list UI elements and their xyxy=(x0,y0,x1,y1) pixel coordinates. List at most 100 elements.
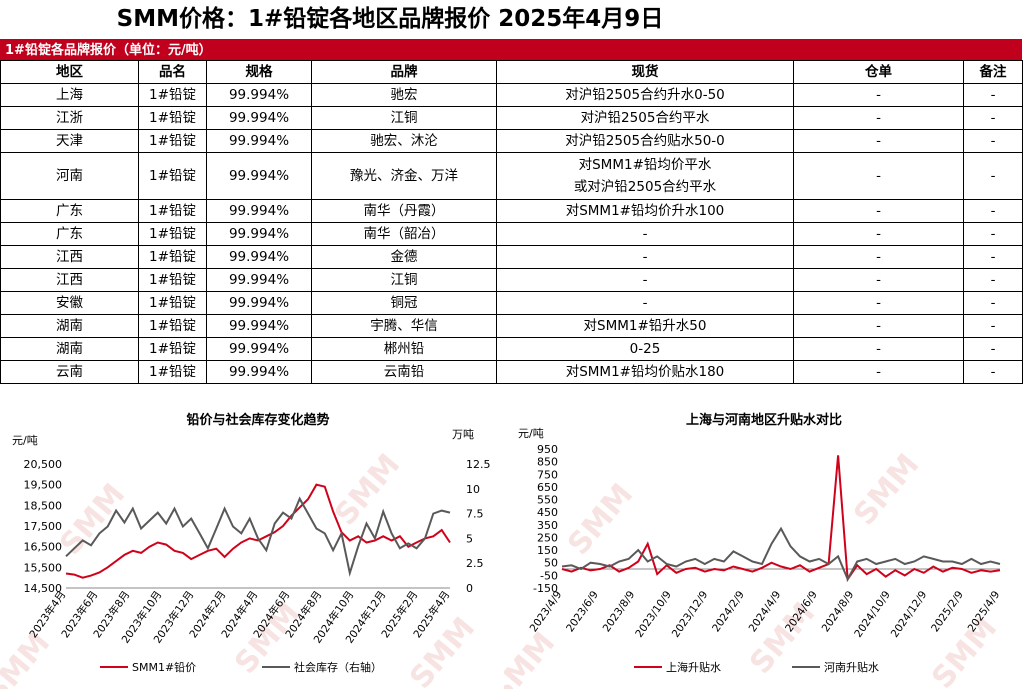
y-tick: 950 xyxy=(537,443,558,456)
charts-area: SMM SMM SMM SMM SMM 铅价与社会库存变化趋势 元/吨 万吨 20,500 19,… xyxy=(0,392,1024,689)
table-row: 江西 1#铅锭 99.994% 金德 - - - xyxy=(0,245,1023,269)
table-row: 云南 1#铅锭 99.994% 云南铅 对SMM1#铅均价贴水180 - - xyxy=(0,360,1023,384)
legend-label-1: SMM1#铅价 xyxy=(132,660,196,674)
y-tick-left: 16,500 xyxy=(24,541,63,554)
cell-product: 1#铅锭 xyxy=(138,152,207,200)
x-tick-label: 2024/10/9 xyxy=(852,589,893,640)
cell-warrant: - xyxy=(793,129,964,153)
y-tick: 50 xyxy=(544,557,558,570)
table-row: 安徽 1#铅锭 99.994% 铜冠 - - - xyxy=(0,291,1023,315)
cell-brand: 南华（韶冶） xyxy=(311,222,497,246)
cell-region: 广东 xyxy=(0,222,139,246)
table-row: 河南 1#铅锭 99.994% 豫光、济金、万洋 对SMM1#铅均价平水 或对沪… xyxy=(0,152,1023,200)
y-tick-left: 17,500 xyxy=(24,520,63,533)
x-tick-label: 2024/12/9 xyxy=(889,589,930,640)
cell-spot: 对SMM1#铅均价升水100 xyxy=(496,199,794,223)
cell-warrant: - xyxy=(793,222,964,246)
cell-region: 江西 xyxy=(0,245,139,269)
y-tick-right: 2.5 xyxy=(466,557,484,570)
cell-product: 1#铅锭 xyxy=(138,337,207,361)
y-axis-left-label: 元/吨 xyxy=(12,434,38,447)
cell-note: - xyxy=(963,291,1023,315)
x-tick-label: 2023/4/9 xyxy=(528,589,565,635)
price-table-section: 1#铅锭各品牌报价（单位：元/吨） 地区 品名 规格 品牌 现货 仓单 备注 上… xyxy=(0,39,1023,384)
cell-product: 1#铅锭 xyxy=(138,129,207,153)
y-axis-label: 元/吨 xyxy=(518,427,544,440)
cell-warrant: - xyxy=(793,268,964,292)
x-tick-label: 2023/12/9 xyxy=(670,589,711,640)
series-line-1 xyxy=(561,455,1001,583)
watermark-text: SMM xyxy=(328,447,407,532)
cell-spec: 99.994% xyxy=(206,268,312,292)
cell-region: 广东 xyxy=(0,199,139,223)
cell-brand: 江铜 xyxy=(311,268,497,292)
cell-spec: 99.994% xyxy=(206,360,312,384)
table-row: 广东 1#铅锭 99.994% 南华（韶冶） - - - xyxy=(0,222,1023,246)
cell-product: 1#铅锭 xyxy=(138,360,207,384)
series-line-2 xyxy=(561,526,1001,582)
cell-spot: - xyxy=(496,268,794,292)
legend-label-1: 上海升贴水 xyxy=(666,660,721,674)
y-tick-left: 18,500 xyxy=(24,499,63,512)
cell-brand: 郴州铅 xyxy=(311,337,497,361)
cell-spec: 99.994% xyxy=(206,291,312,315)
header-note: 备注 xyxy=(963,60,1023,84)
cell-spot: - xyxy=(496,291,794,315)
y-tick: 750 xyxy=(537,468,558,481)
page-title: SMM价格：1#铅锭各地区品牌报价 2025年4月9日 xyxy=(116,6,664,32)
y-tick: 850 xyxy=(537,456,558,469)
y-tick-right: 0 xyxy=(466,582,473,595)
cell-product: 1#铅锭 xyxy=(138,314,207,338)
cell-warrant: - xyxy=(793,106,964,130)
cell-spot: - xyxy=(496,222,794,246)
y-axis-right-label: 万吨 xyxy=(452,428,474,441)
y-tick: 650 xyxy=(537,481,558,494)
cell-note: - xyxy=(963,245,1023,269)
table-row: 江西 1#铅锭 99.994% 江铜 - - - xyxy=(0,268,1023,292)
table-header-row: 地区 品名 规格 品牌 现货 仓单 备注 xyxy=(0,60,1023,84)
price-table: 地区 品名 规格 品牌 现货 仓单 备注 上海 1#铅锭 99.994% 驰宏 … xyxy=(0,60,1023,384)
cell-region: 上海 xyxy=(0,83,139,107)
cell-brand: 驰宏 xyxy=(311,83,497,107)
cell-spec: 99.994% xyxy=(206,129,312,153)
y-tick-right: 7.5 xyxy=(466,508,484,521)
cell-brand: 江铜 xyxy=(311,106,497,130)
cell-brand: 驰宏、沐沦 xyxy=(311,129,497,153)
cell-region: 湖南 xyxy=(0,314,139,338)
cell-product: 1#铅锭 xyxy=(138,245,207,269)
cell-region: 河南 xyxy=(0,152,139,200)
cell-spot: 对沪铅2505合约平水 xyxy=(496,106,794,130)
y-tick: -150 xyxy=(533,582,558,595)
cell-brand: 金德 xyxy=(311,245,497,269)
cell-spot: 对沪铅2505合约贴水50-0 xyxy=(496,129,794,153)
watermark-text: SMM xyxy=(847,447,926,532)
y-tick-left: 20,500 xyxy=(24,458,63,471)
cell-spec: 99.994% xyxy=(206,83,312,107)
cell-spec: 99.994% xyxy=(206,106,312,130)
y-tick-left: 15,500 xyxy=(24,561,63,574)
header-spec: 规格 xyxy=(206,60,312,84)
header-region: 地区 xyxy=(0,60,139,84)
x-tick-label: 2023/6/9 xyxy=(564,589,601,635)
cell-region: 天津 xyxy=(0,129,139,153)
cell-product: 1#铅锭 xyxy=(138,83,207,107)
cell-spec: 99.994% xyxy=(206,314,312,338)
legend-label-2: 社会库存（右轴） xyxy=(294,660,382,674)
cell-spot: 0-25 xyxy=(496,337,794,361)
cell-note: - xyxy=(963,268,1023,292)
y-tick: 150 xyxy=(537,544,558,557)
table-row: 广东 1#铅锭 99.994% 南华（丹霞） 对SMM1#铅均价升水100 - … xyxy=(0,199,1023,223)
watermark-text: SMM xyxy=(53,477,132,562)
cell-warrant: - xyxy=(793,314,964,338)
cell-spec: 99.994% xyxy=(206,337,312,361)
y-tick-right: 12.5 xyxy=(466,458,491,471)
cell-brand: 云南铅 xyxy=(311,360,497,384)
cell-brand: 南华（丹霞） xyxy=(311,199,497,223)
cell-spot: 对沪铅2505合约升水0-50 xyxy=(496,83,794,107)
cell-note: - xyxy=(963,83,1023,107)
cell-spot: 对SMM1#铅均价平水 或对沪铅2505合约平水 xyxy=(496,152,794,200)
cell-spec: 99.994% xyxy=(206,222,312,246)
chart-title: 铅价与社会库存变化趋势 xyxy=(186,412,329,428)
y-tick-left: 19,500 xyxy=(24,479,63,492)
